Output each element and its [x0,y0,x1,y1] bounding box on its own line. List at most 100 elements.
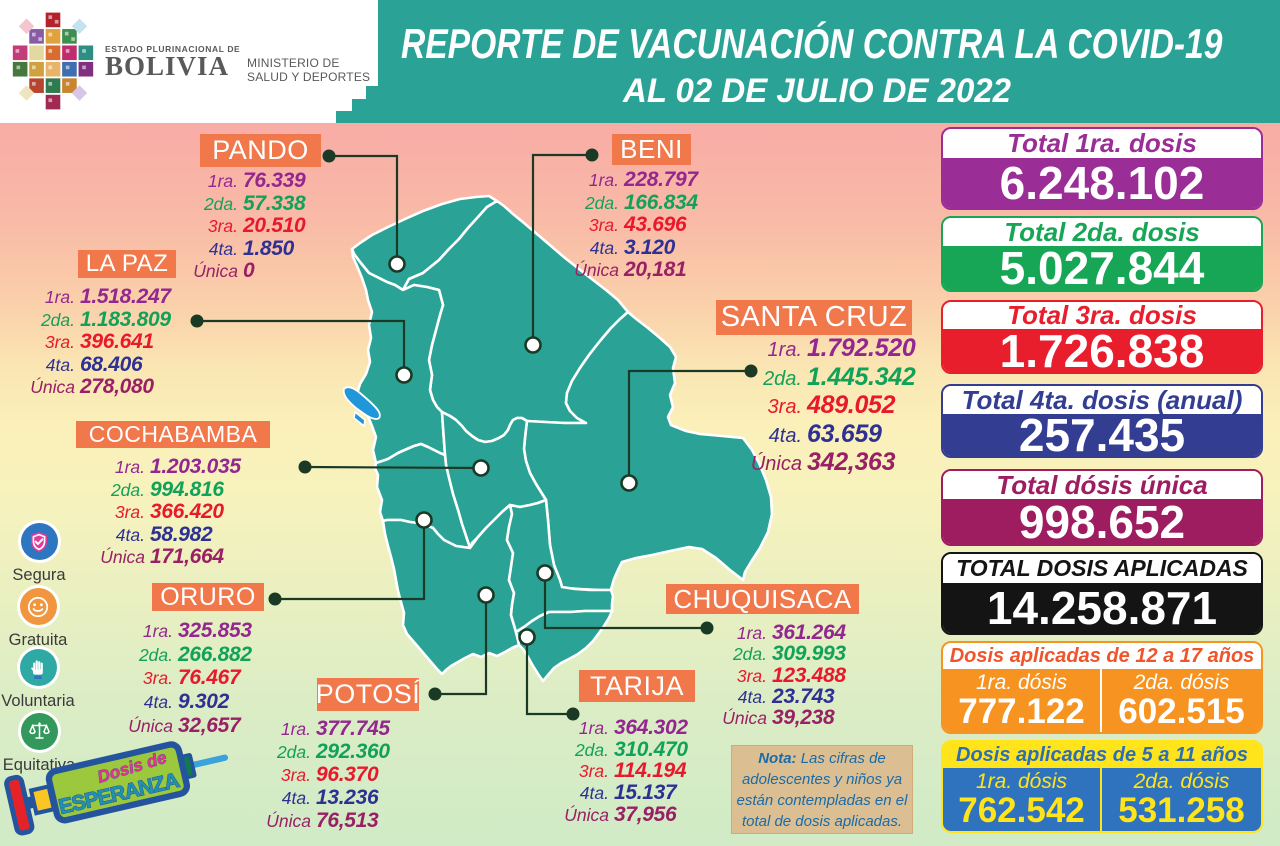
bolivia-wordmark: BOLIVIA [105,51,230,81]
title-line-1: REPORTE DE VACUNACIÓN CONTRA LA COVID-19 [401,20,1223,67]
dose-row: 4ta. 23.743 [737,684,835,708]
dose-row: 1ra. 377.745 [280,717,390,740]
dose-row: 1ra. 361.264 [736,621,846,644]
dept-stats-cochabamba: 1ra. 1.203.035 2da. 994.816 3ra. 366.420 4t… [85,455,241,568]
principle-segura: Segura [0,523,84,585]
dose-row: 1ra. 325.853 [142,619,252,642]
dose-row: 2da. 292.360 [276,740,390,763]
dose-row: 4ta. 58.982 [115,522,213,546]
dept-label-santa-cruz: SANTA CRUZ [716,300,912,335]
dose-row: Única 0 [193,259,255,282]
dose-row: 4ta. 13.236 [281,786,379,809]
dose-row: 2da. 266.882 [138,642,252,666]
dose-row: 1ra. 228.797 [588,168,698,191]
dose-row: 2da. 1.183.809 [40,307,171,331]
age-5-11-dose2: 2da. dósis 531.258 [1118,769,1245,830]
dose-row: 4ta. 9.302 [143,690,230,714]
age-card-5-11: Dosis aplicadas de 5 a 11 años 1ra. dósi… [941,740,1263,833]
dose-row: 1ra. 76.339 [207,169,306,192]
scales-icon [20,713,58,750]
title-line-2: AL 02 DE JULIO DE 2022 [623,72,1011,110]
dose-row: 3ra. 43.696 [588,213,687,236]
syringe-needle [190,754,229,769]
dose-row: 4ta. 68.406 [45,352,143,376]
dose-row: 3ra. 114.194 [578,759,687,783]
dose-row: 2da. 994.816 [110,477,224,501]
lake-titicaca [342,386,381,428]
dose-row: 4ta. 15.137 [579,781,677,805]
age-5-11-dose1: 1ra. dósis 762.542 [943,768,1102,831]
note-prefix: Nota: [758,749,797,767]
title-banner [336,0,1280,123]
dose-row: 3ra. 366.420 [114,500,224,523]
dose-row: 3ra. 489.052 [767,391,896,419]
report-title: REPORTE DE VACUNACIÓN CONTRA LA COVID-19… [378,0,1280,123]
dose-row: 1ra. 364.302 [578,716,688,739]
dept-stats-chuquisaca: 1ra. 361.264 2da. 309.993 3ra. 123.488 4ta.… [707,621,846,730]
dept-stats-oruro: 1ra. 325.853 2da. 266.882 3ra. 76.467 4ta. 9… [113,619,252,737]
dose-row: 4ta. 1.850 [208,236,295,260]
dose-row: Única 278,080 [30,375,154,398]
dose-row: 1ra. 1.518.247 [44,285,171,308]
dose-row: 3ra. 396.641 [44,330,154,353]
esperanza-badge: Dosis de ESPERANZA [4,741,229,836]
smiley-icon [19,588,57,625]
dose-row: Única 342,363 [750,448,896,476]
dose-row: 2da. 309.993 [732,642,846,666]
callout-dots [190,148,758,721]
principle-voluntaria: Voluntaria [0,649,83,711]
bolivia-mosaic-emblem [12,12,94,110]
dept-stats-beni: 1ra. 228.797 2da. 166.834 3ra. 43.696 4ta. 3… [559,168,698,281]
dept-label-tarija: TARIJA [579,670,695,702]
dept-stats-potosi: 1ra. 377.745 2da. 292.360 3ra. 96.370 4ta. 1… [251,717,390,832]
dose-row: Única 37,956 [564,802,677,826]
note-text: Las cifras de adolescentes y niños ya es… [736,749,908,830]
dept-stats-santa-cruz: 1ra. 1.792.520 2da. 1.445.342 3ra. 489.052 … [732,334,916,477]
note-box: Nota: Las cifras de adolescentes y niños… [731,745,913,834]
syringe-body [45,741,191,824]
total-card-1ra: Total 1ra. dosis 6.248.102 [941,127,1263,210]
age-12-17-dose1: 1ra. dósis 777.122 [943,669,1102,732]
dept-label-cochabamba: COCHABAMBA [76,421,270,448]
dose-row: 1ra. 1.792.520 [767,334,916,362]
dose-row: Única 76,513 [266,809,379,832]
dept-stats-la-paz: 1ra. 1.518.247 2da. 1.183.809 3ra. 396.641 … [15,285,171,398]
age-12-17-dose2: 2da. dósis 602.515 [1118,670,1245,731]
dose-row: Única 39,238 [722,706,835,730]
total-card-4ta: Total 4ta. dosis (anual) 257.435 [941,384,1263,458]
dose-row: 4ta. 63.659 [768,419,882,448]
dose-row: 2da. 1.445.342 [763,362,916,391]
syringe-plunger [4,774,35,836]
dept-label-oruro: ORURO [152,583,264,611]
estado-plurinacional-text: ESTADO PLURINACIONAL DE BOLIVIA [105,44,241,81]
principle-gratuita: Gratuita [0,588,83,650]
dept-label-potosi: POTOSÍ [315,678,421,711]
total-card-2da: Total 2da. dosis 5.027.844 [941,216,1263,292]
dept-label-beni: BENI [612,134,691,165]
dept-stats-pando: 1ra. 76.339 2da. 57.338 3ra. 20.510 4ta. 1.8… [178,169,305,282]
dose-row: Única 32,657 [128,713,241,737]
total-card-3ra: Total 3ra. dosis 1.726.838 [941,300,1263,374]
dose-row: 3ra. 96.370 [280,763,379,786]
dept-stats-tarija: 1ra. 364.302 2da. 310.470 3ra. 114.194 4ta.… [549,716,688,826]
dept-label-la-paz: LA PAZ [78,250,176,278]
total-card-aplicadas: TOTAL DOSIS APLICADAS 14.258.871 [941,552,1263,635]
dose-row: 1ra. 1.203.035 [114,455,241,478]
dose-row: 3ra. 123.488 [736,663,846,687]
dose-row: 4ta. 3.120 [589,235,676,259]
map-markers [388,255,638,646]
dose-row: 3ra. 20.510 [207,214,306,237]
shield-icon [20,523,58,560]
dose-row: Única 20,181 [574,258,687,281]
dose-row: Única 171,664 [100,545,224,568]
dose-row: 3ra. 76.467 [142,666,241,690]
dose-row: 2da. 310.470 [574,737,688,761]
age-card-12-17: Dosis aplicadas de 12 a 17 años 1ra. dós… [941,641,1263,734]
callout-lines [197,153,751,716]
dept-label-pando: PANDO [200,134,321,167]
dept-label-chuquisaca: CHUQUISACA [666,584,859,614]
total-card-unica: Total dósis única 998.652 [941,469,1263,546]
dose-row: 2da. 166.834 [584,190,698,214]
ministry-name: MINISTERIO DE SALUD Y DEPORTES [247,56,371,85]
